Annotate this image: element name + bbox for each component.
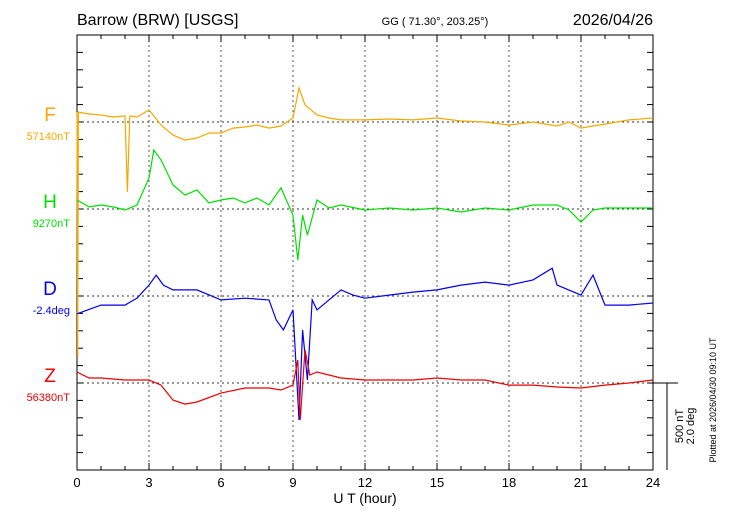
series-name-f: F [44,105,56,126]
x-tick-label: 9 [289,475,296,490]
x-tick-label: 21 [574,475,588,490]
series-baseline-f: 57140nT [27,131,71,143]
series-baseline-h: 9270nT [33,218,71,230]
plotted-note: Plotted at 2026/04/30 09:10 UT [708,337,718,463]
series-line-f [76,85,654,358]
x-tick-label: 12 [358,475,372,490]
x-tick-label: 3 [145,475,152,490]
chart-coords: GG ( 71.30°, 203.25°) [382,16,489,28]
series-line-z [76,349,654,421]
x-tick-label: 15 [430,475,444,490]
x-tick-label: 0 [73,475,80,490]
series-name-h: H [43,192,57,213]
series-name-d: D [43,279,57,300]
chart-title: Barrow (BRW) [USGS] [77,12,239,29]
series-line-h [76,148,653,261]
x-tick-label: 6 [217,475,224,490]
series-line-d [76,267,654,421]
x-tick-label: 18 [502,475,516,490]
x-tick-label: 24 [646,475,660,490]
scale-label-nt: 500 nT [674,409,686,444]
series-baseline-z: 56380nT [27,392,71,404]
chart-date: 2026/04/26 [573,12,653,29]
scale-label-deg: 2.0 deg [685,408,697,445]
series-name-z: Z [44,366,56,387]
series-baseline-d: -2.4deg [33,305,70,317]
x-axis-label: U T (hour) [333,490,396,506]
